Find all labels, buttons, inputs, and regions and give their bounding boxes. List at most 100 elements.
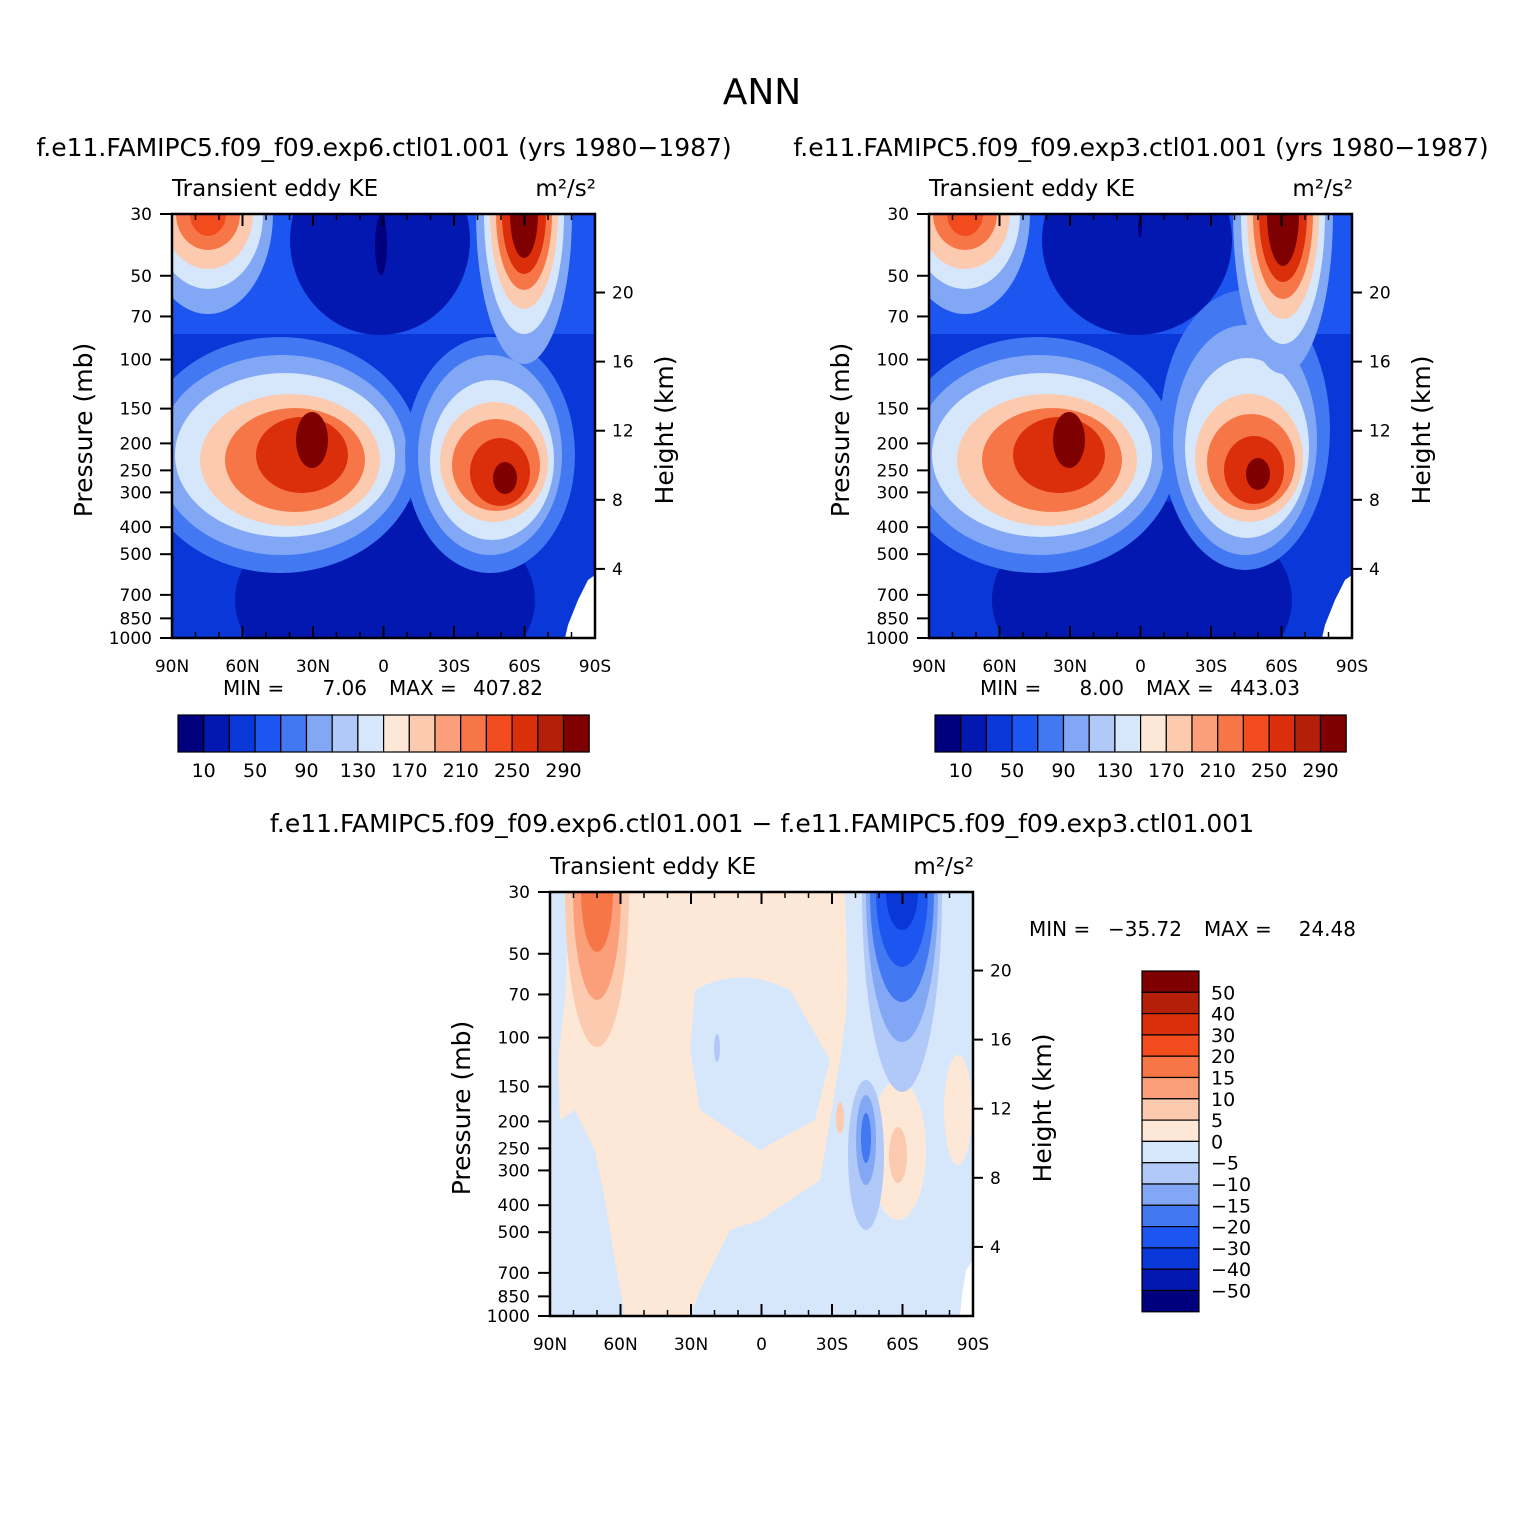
height-tick-label: 16 <box>1369 353 1391 373</box>
x-tick-label: 30S <box>816 1335 848 1355</box>
sh-polar-high <box>1233 214 1333 374</box>
colorbar: 10 50 90 130 170 210 250 290 <box>934 714 1347 782</box>
colorbar-swatch <box>408 714 436 753</box>
stats-max-value: 24.48 <box>1299 917 1356 941</box>
colorbar-swatch <box>331 714 359 753</box>
colorbar-swatch <box>1011 714 1039 753</box>
contour-level <box>1053 412 1085 468</box>
nh-polar-high <box>172 214 273 314</box>
figure-title: ANN <box>723 72 802 113</box>
colorbar-swatch <box>511 714 539 753</box>
colorbar-label: −40 <box>1211 1259 1251 1281</box>
colorbar-swatch <box>1217 714 1244 753</box>
height-tick-label: 20 <box>990 962 1012 982</box>
stats-min-value: 8.00 <box>1079 676 1124 700</box>
colorbar-label: 5 <box>1211 1110 1223 1132</box>
colorbar-swatch <box>1141 1140 1200 1164</box>
positive-region <box>698 892 722 920</box>
stats-min-label: MIN = <box>223 676 284 700</box>
y-tick-label: 250 <box>498 1139 530 1159</box>
y-tick-label: 150 <box>120 400 152 420</box>
colorbar-swatch <box>1139 714 1167 753</box>
colorbar-label: 90 <box>294 760 318 782</box>
colorbar-label: 90 <box>1051 760 1075 782</box>
y-tick-label: 250 <box>877 461 909 481</box>
height-tick-label: 4 <box>1369 560 1380 580</box>
colorbar-swatch <box>1141 1034 1200 1057</box>
nh-polar-high <box>929 214 1030 314</box>
contour-level <box>190 214 226 236</box>
colorbar-swatch <box>562 714 590 753</box>
nh-jet <box>929 337 1177 573</box>
colorbar-label: 30 <box>1211 1025 1235 1047</box>
colorbar-swatch <box>1141 1204 1200 1228</box>
colorbar-label: 170 <box>1148 760 1184 782</box>
height-tick-label: 8 <box>612 491 623 511</box>
colorbar-swatch <box>1242 714 1270 753</box>
sh-jet <box>405 337 575 573</box>
variable-label: Transient eddy KE <box>549 854 756 880</box>
terrain-mask <box>960 1260 973 1316</box>
nh-jet <box>172 337 420 573</box>
sh-polar-high <box>476 214 572 364</box>
colorbar-label: 290 <box>1302 760 1338 782</box>
x-tick-label: 60S <box>886 1335 918 1355</box>
y-axis-title: Pressure (mb) <box>826 343 855 517</box>
x-tick-label: 90N <box>155 657 189 677</box>
contour-level <box>889 1127 907 1183</box>
colorbar-swatch <box>1191 714 1219 753</box>
colorbar-label: 20 <box>1211 1046 1235 1068</box>
x-tick-label: 30N <box>1053 657 1087 677</box>
colorbar-swatch <box>1114 714 1142 753</box>
y-tick-label: 700 <box>120 586 152 606</box>
colorbar-swatch <box>1165 714 1193 753</box>
stats-max-value: 407.82 <box>473 676 543 700</box>
units-label: m²/s² <box>1292 176 1353 202</box>
y-tick-label: 200 <box>120 434 152 454</box>
colorbar-label: 50 <box>1211 982 1235 1004</box>
x-tick-label: 90S <box>1336 657 1368 677</box>
sh-jet <box>1160 290 1330 570</box>
y-tick-label: 850 <box>498 1287 530 1307</box>
y-tick-label: 500 <box>877 545 909 565</box>
height-tick-label: 12 <box>612 422 634 442</box>
x-tick-label: 0 <box>1135 657 1146 677</box>
y-tick-label: 500 <box>498 1223 530 1243</box>
variable-label: Transient eddy KE <box>171 176 378 202</box>
colorbar-swatch <box>985 714 1013 753</box>
colorbar-label: 50 <box>1000 760 1024 782</box>
y-tick-label: 30 <box>508 883 530 903</box>
stats-min-label: MIN = <box>1029 917 1090 941</box>
colorbar-swatch <box>1141 1076 1200 1100</box>
units-label: m²/s² <box>535 176 596 202</box>
x-tick-label: 90N <box>533 1335 567 1355</box>
x-tick-label: 60S <box>1265 657 1297 677</box>
colorbar-swatch <box>177 714 205 753</box>
min-core <box>375 215 387 275</box>
height-tick-label: 16 <box>612 353 634 373</box>
neutral-region <box>690 977 830 1150</box>
colorbar-swatch <box>934 714 962 753</box>
height-tick-label: 4 <box>612 560 623 580</box>
x-tick-label: 0 <box>378 657 389 677</box>
height-tick-label: 8 <box>1369 491 1380 511</box>
colorbar-label: −5 <box>1211 1153 1239 1175</box>
colorbar-swatch <box>1037 714 1065 753</box>
colorbar-label: 290 <box>545 760 581 782</box>
y-tick-label: 300 <box>498 1161 530 1181</box>
colorbar-swatch <box>1294 714 1322 753</box>
colorbar-label: 15 <box>1211 1068 1235 1090</box>
colorbar-label: 10 <box>192 760 216 782</box>
colorbar-swatch <box>1141 1055 1200 1079</box>
y-tick-label: 50 <box>130 267 152 287</box>
contour-level <box>886 892 918 930</box>
y-tick-label: 400 <box>120 518 152 538</box>
y-tick-label: 850 <box>120 609 152 629</box>
panel-exp3: f.e11.FAMIPC5.f09_f09.exp3.ctl01.001 (yr… <box>793 133 1488 782</box>
y-tick-label: 1000 <box>487 1307 530 1327</box>
colorbar-swatch <box>1088 714 1116 753</box>
y-tick-label: 1000 <box>866 629 909 649</box>
